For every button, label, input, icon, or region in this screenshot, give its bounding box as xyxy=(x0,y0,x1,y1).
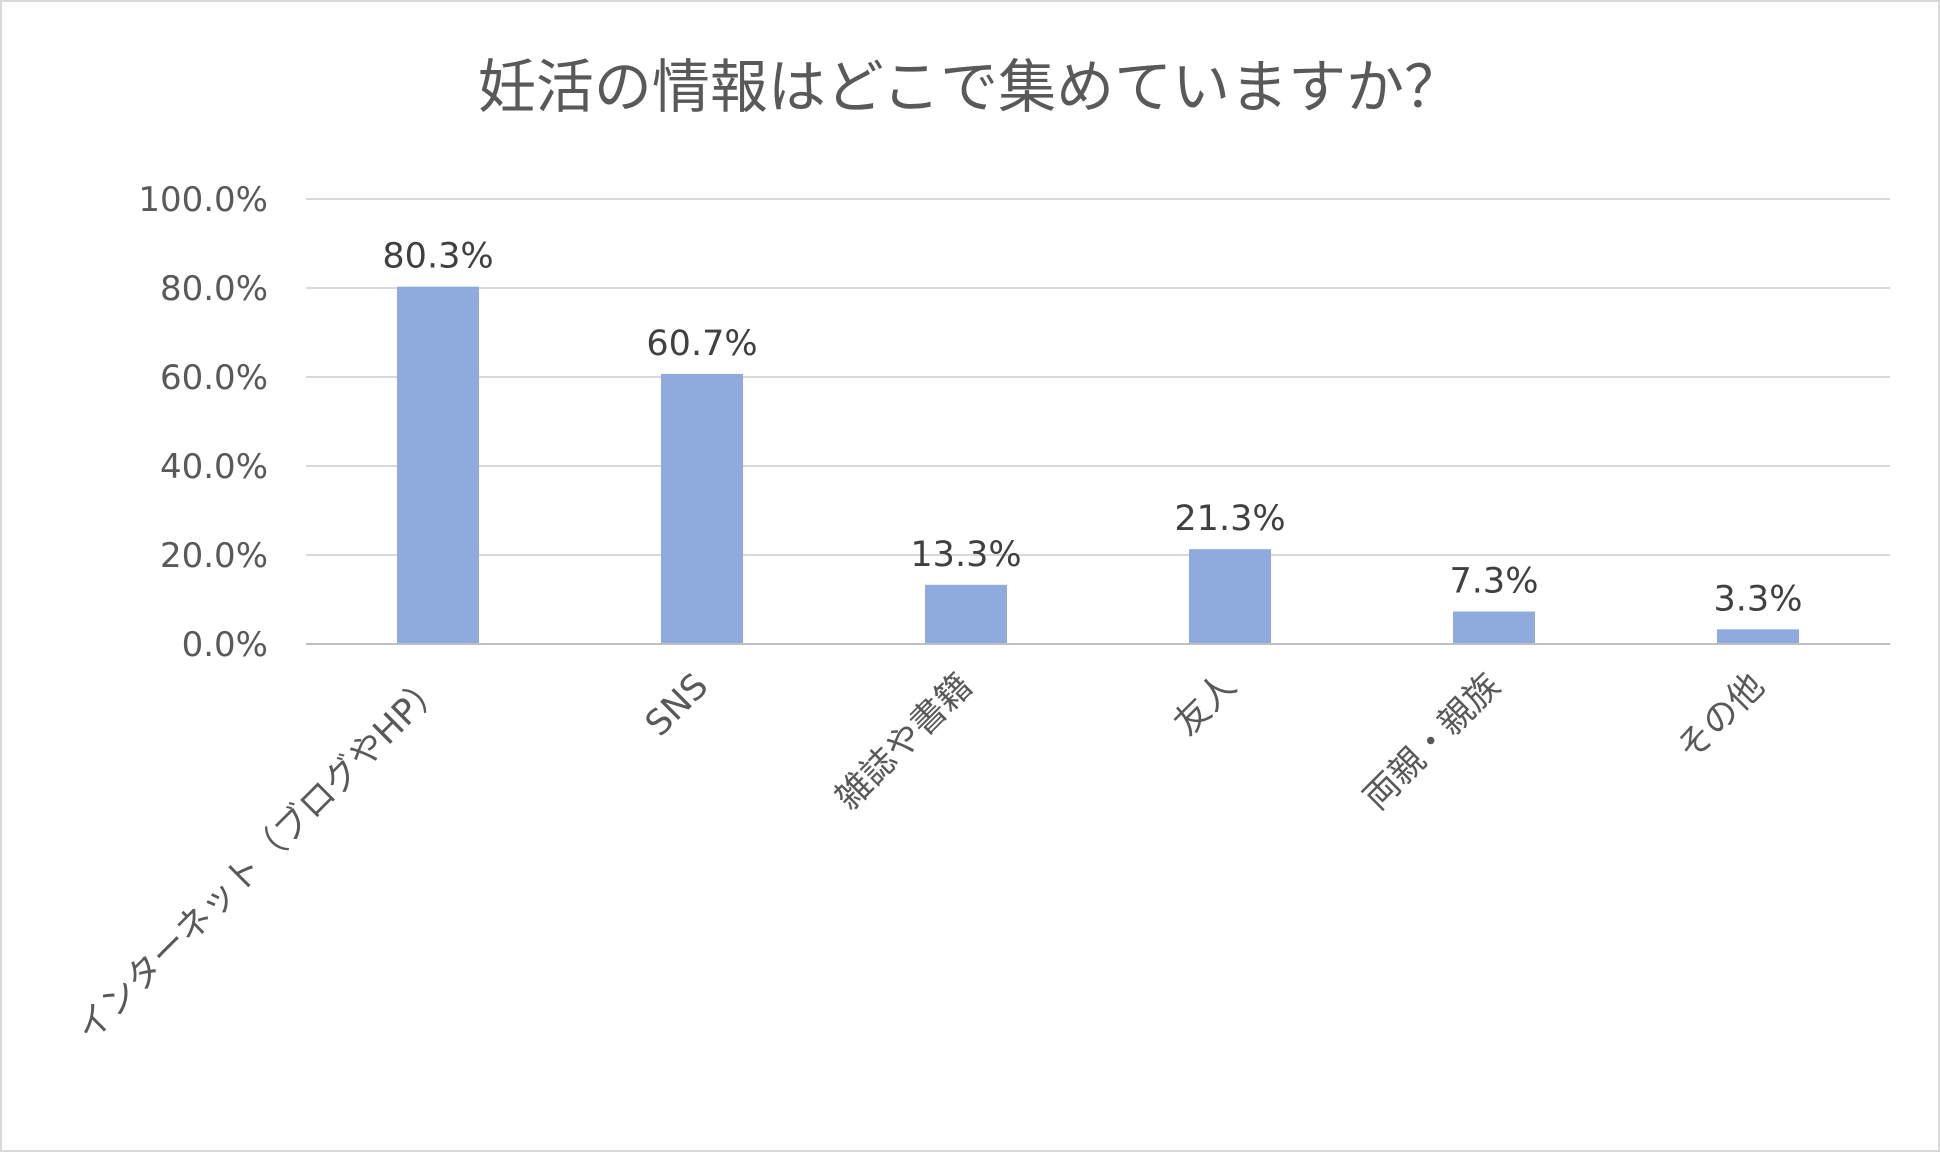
category-label: SNS xyxy=(638,666,716,744)
category-label: 友人 xyxy=(1167,666,1245,744)
category-label: 両親・親族 xyxy=(1356,666,1508,818)
y-tick-label: 80.0% xyxy=(160,269,268,309)
data-label: 60.7% xyxy=(646,324,757,364)
data-label: 13.3% xyxy=(910,535,1021,575)
category-label: その他 xyxy=(1670,666,1773,769)
y-axis-tick-labels: 0.0% 20.0% 40.0% 60.0% 80.0% 100.0% xyxy=(138,180,268,665)
bar xyxy=(1453,611,1535,644)
y-tick-label: 40.0% xyxy=(160,447,268,487)
data-label: 21.3% xyxy=(1174,499,1285,539)
bar xyxy=(661,373,743,644)
bar xyxy=(925,584,1007,644)
y-tick-label: 20.0% xyxy=(160,536,268,576)
gridlines xyxy=(306,198,1890,556)
data-label: 3.3% xyxy=(1714,579,1803,619)
category-label: 雑誌や書籍 xyxy=(828,666,980,818)
x-axis-tick-labels: インターネット（ブログやHP） SNS 雑誌や書籍 友人 両親・親族 その他 xyxy=(69,666,1773,1050)
data-label: 80.3% xyxy=(382,237,493,277)
category-label: インターネット（ブログやHP） xyxy=(69,666,453,1050)
bar xyxy=(397,286,479,644)
bars xyxy=(397,286,1799,644)
bar xyxy=(1717,629,1799,644)
y-tick-label: 60.0% xyxy=(160,358,268,398)
data-label: 7.3% xyxy=(1450,562,1539,602)
data-labels: 80.3% 60.7% 13.3% 21.3% 7.3% 3.3% xyxy=(382,237,1802,620)
y-tick-label: 100.0% xyxy=(138,180,268,220)
bar xyxy=(1189,549,1271,644)
chart-title: 妊活の情報はどこで集めていますか？ xyxy=(478,53,1462,121)
y-tick-label: 0.0% xyxy=(182,625,268,665)
